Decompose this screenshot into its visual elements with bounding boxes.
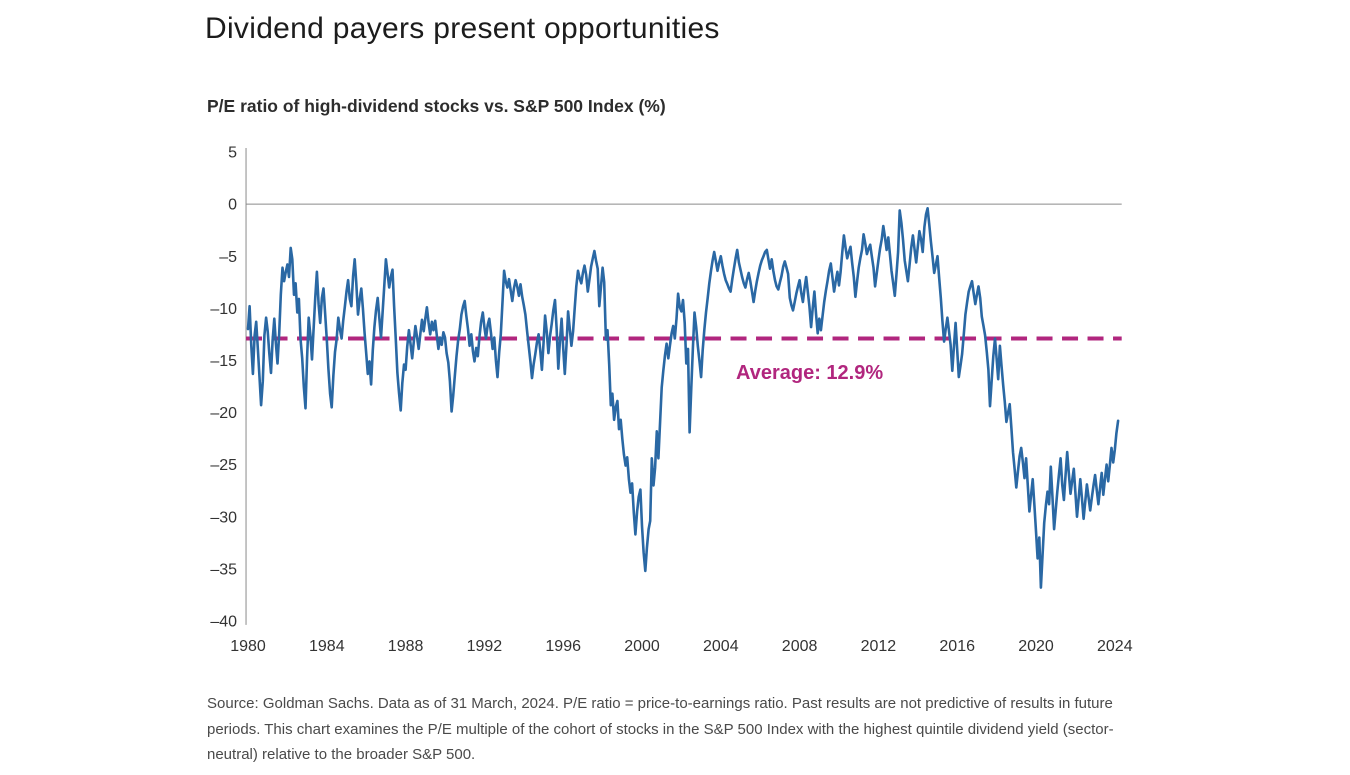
x-tick-label: 2000 [624,638,660,655]
y-tick-label: –15 [210,353,237,370]
x-tick-label: 2024 [1097,638,1133,655]
y-tick-label: 0 [228,197,237,214]
x-tick-label: 2008 [782,638,818,655]
x-tick-label: 1992 [467,638,503,655]
y-tick-label: –25 [210,457,237,474]
x-tick-label: 1988 [388,638,424,655]
page-title: Dividend payers present opportunities [205,12,720,45]
y-tick-label: –40 [210,614,237,631]
x-tick-label: 2012 [861,638,897,655]
y-tick-label: 5 [228,145,237,162]
x-tick-label: 2020 [1018,638,1054,655]
y-tick-label: –30 [210,509,237,526]
pe-ratio-series-line [246,207,1120,589]
y-tick-label: –20 [210,405,237,422]
source-note: Source: Goldman Sachs. Data as of 31 Mar… [207,695,1114,763]
pe-ratio-chart: 5 0 –5 –10 –15 –20 –25 –30 –35 –40 1980 1984 1988 199… [180,135,1140,670]
chart-subtitle: P/E ratio of high-dividend stocks vs. S&… [207,96,666,116]
line-chart-canvas: 5 0 –5 –10 –15 –20 –25 –30 –35 –40 1980 1984 1988 199… [210,145,1133,655]
y-tick-label: –10 [210,301,237,318]
x-tick-label: 2004 [703,638,739,655]
x-tick-label: 1980 [230,638,266,655]
y-tick-label: –5 [219,249,237,266]
average-annotation: Average: 12.9% [736,362,884,384]
x-tick-label: 2016 [939,638,975,655]
y-tick-label: –35 [210,561,237,578]
x-tick-label: 1996 [545,638,581,655]
x-tick-label: 1984 [309,638,345,655]
